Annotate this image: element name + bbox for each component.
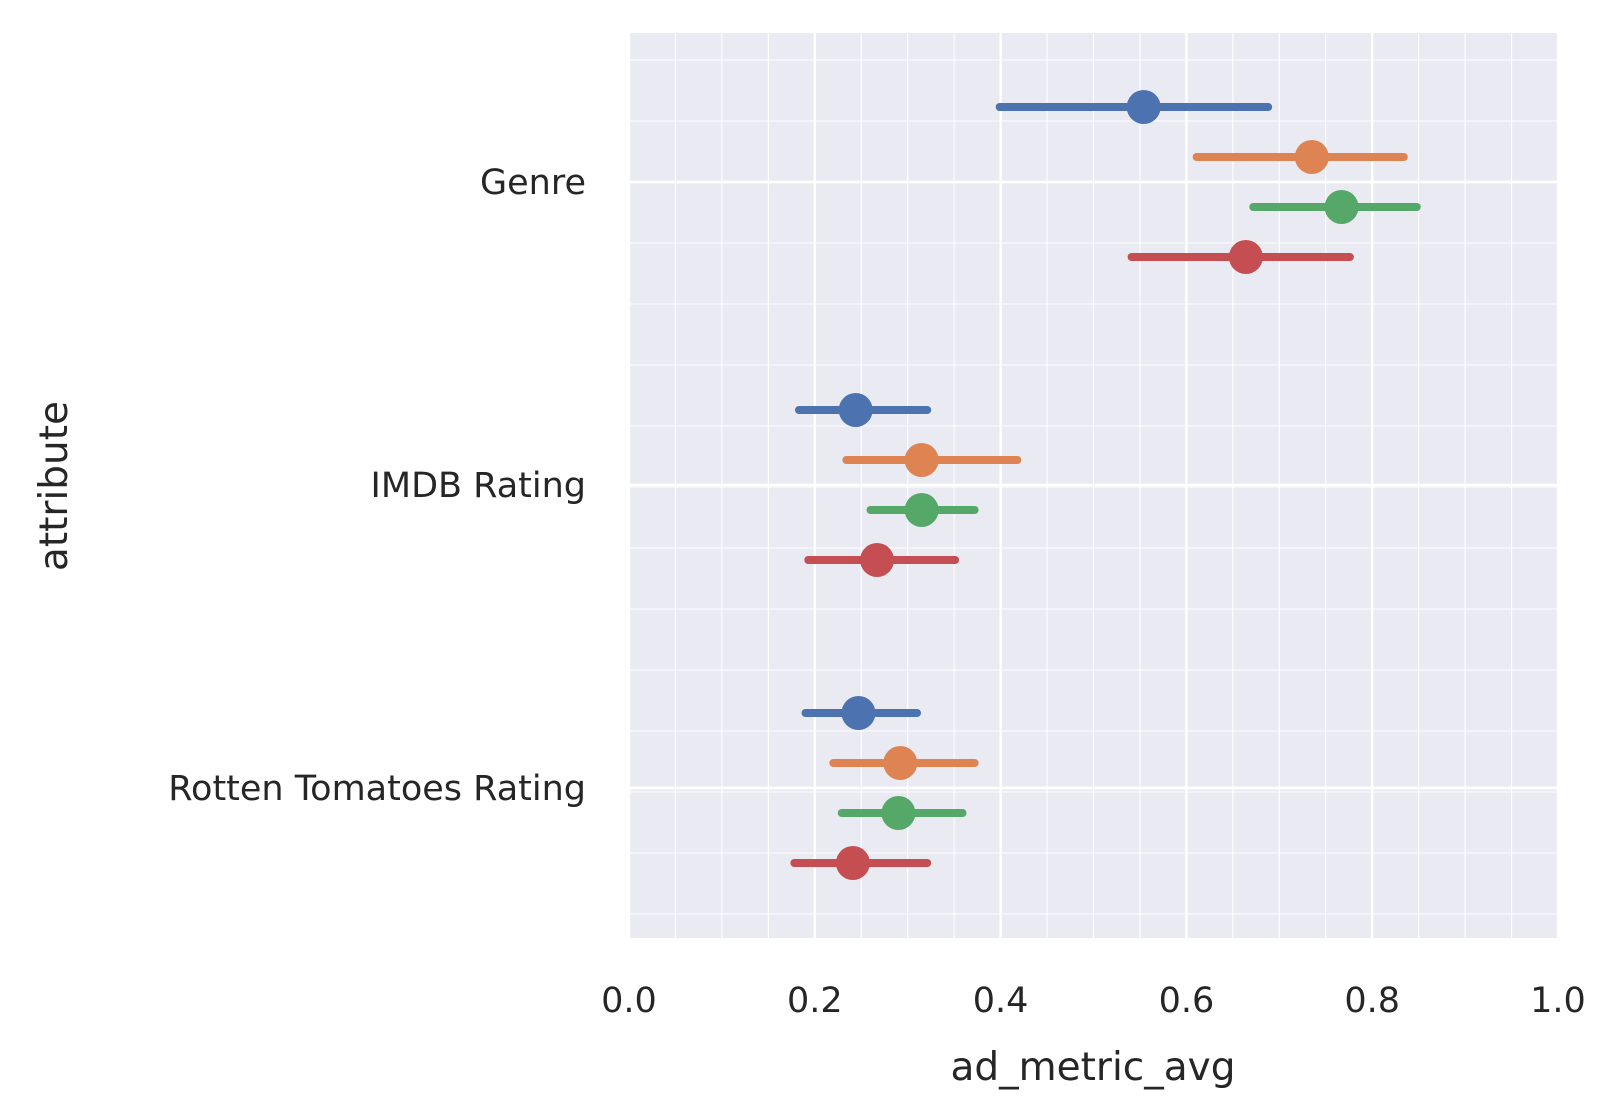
x-tick-label: 0.2 (787, 981, 843, 1021)
x-tick-labels: 0.0 0.2 0.4 0.6 0.8 1.0 (601, 981, 1586, 1021)
gridlines (627, 33, 1560, 938)
data-point (1228, 240, 1263, 274)
x-tick-label: 0.0 (601, 981, 657, 1021)
y-tick-label: IMDB Rating (371, 466, 586, 506)
data-point (904, 493, 939, 527)
data-point (1324, 190, 1359, 224)
data-point (904, 443, 939, 477)
x-tick-label: 0.6 (1159, 981, 1215, 1021)
data-point (1126, 90, 1161, 124)
y-tick-label: Rotten Tomatoes Rating (168, 769, 586, 809)
data-point (841, 696, 876, 730)
y-axis-title: attribute (32, 401, 77, 571)
data-marks (790, 90, 1421, 880)
x-tick-label: 0.8 (1344, 981, 1400, 1021)
data-point (835, 846, 870, 880)
x-tick-label: 0.4 (973, 981, 1029, 1021)
x-axis-title: ad_metric_avg (951, 1045, 1236, 1090)
data-point (883, 746, 918, 780)
x-tick-label: 1.0 (1530, 981, 1586, 1021)
data-point (881, 796, 916, 830)
y-tick-label: Genre (480, 163, 586, 203)
data-point (838, 393, 873, 427)
data-point (860, 543, 895, 577)
y-tick-labels: Genre IMDB Rating Rotten Tomatoes Rating (168, 163, 586, 809)
data-point (1294, 140, 1329, 174)
